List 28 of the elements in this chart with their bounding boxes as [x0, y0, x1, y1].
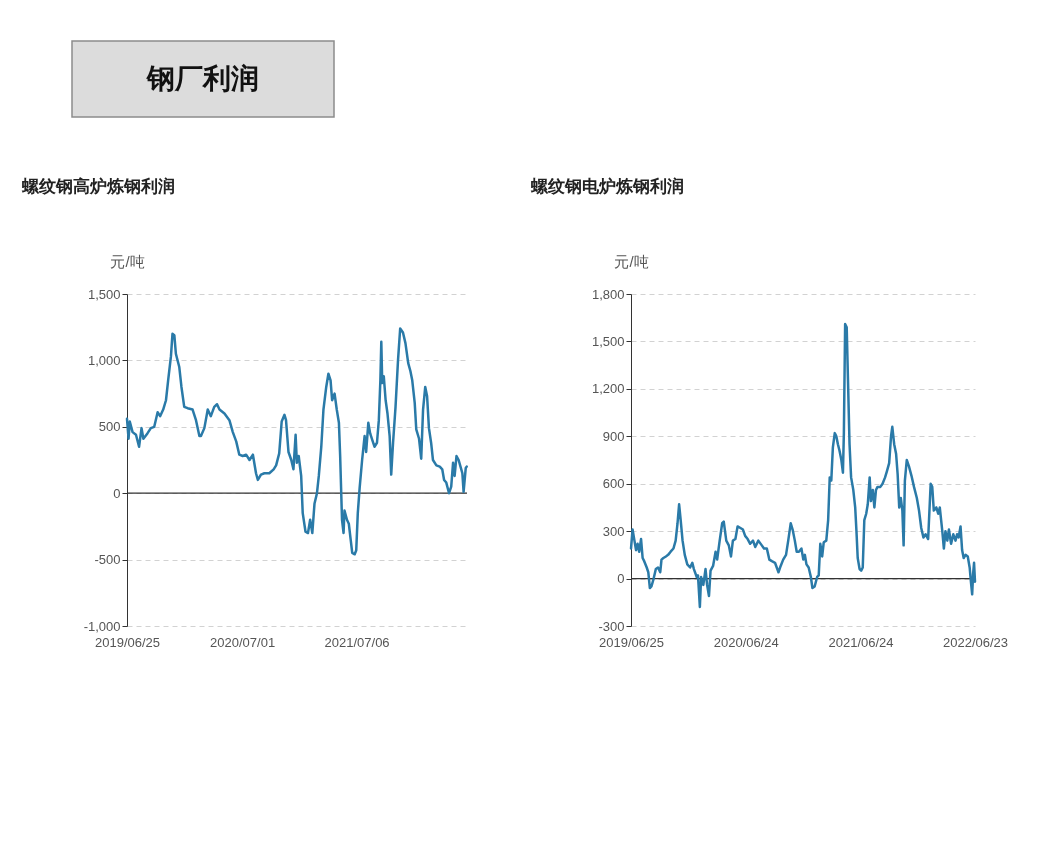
y-axis-title: 元/吨: [614, 252, 649, 270]
y-tick-label: 500: [98, 419, 121, 435]
x-tick-label: 2020/06/24: [713, 634, 779, 650]
y-tick-label: 1,200: [591, 381, 625, 397]
y-tick-label: 1,800: [591, 286, 625, 302]
x-tick-label: 2021/07/06: [324, 634, 390, 650]
y-tick-label: 1,500: [591, 333, 625, 349]
x-tick-label: 2022/06/23: [942, 634, 1009, 650]
x-tick-label: 2019/06/25: [94, 634, 161, 650]
x-tick-label: 2019/06/25: [598, 634, 665, 650]
x-tick-label: 2020/07/01: [210, 634, 276, 650]
y-axis-title: 元/吨: [110, 252, 145, 270]
x-tick-label: 2021/06/24: [828, 634, 894, 650]
y-tick-label: 1,500: [87, 286, 121, 302]
chart-title: 螺纹钢电炉炼钢利润: [530, 177, 684, 196]
y-tick-label: -300: [598, 618, 625, 634]
text: 钢厂利润: [146, 62, 259, 95]
y-tick-label: -500: [94, 552, 121, 568]
chart-title: 螺纹钢高炉炼钢利润: [21, 177, 175, 196]
y-tick-label: 1,000: [87, 352, 121, 368]
y-tick-label: 0: [617, 571, 625, 587]
line-series: [125, 327, 468, 556]
y-tick-label: -1,000: [83, 618, 121, 634]
y-tick-label: 900: [602, 428, 625, 444]
y-tick-label: 600: [602, 476, 625, 492]
line-series: [629, 322, 977, 609]
y-tick-label: 300: [602, 523, 625, 539]
y-tick-label: 0: [113, 485, 121, 501]
